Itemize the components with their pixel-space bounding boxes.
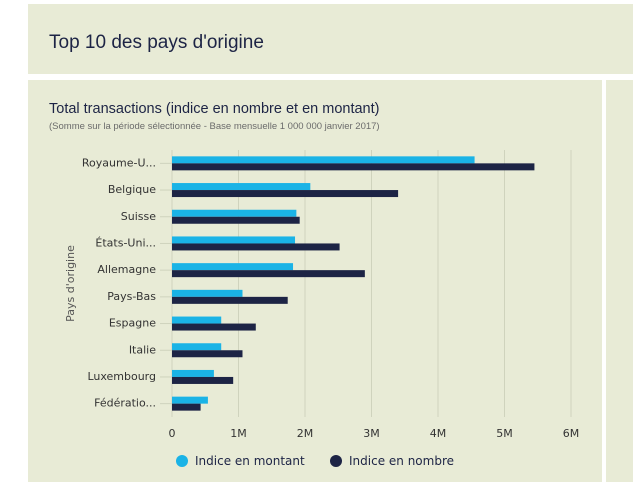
bar bbox=[172, 289, 243, 297]
category-label: Allemagne bbox=[97, 263, 156, 276]
legend-marker bbox=[330, 455, 342, 467]
bar bbox=[172, 263, 294, 271]
chart-panel: Total transactions (indice en nombre et … bbox=[28, 80, 602, 482]
category-label: Espagne bbox=[109, 317, 156, 330]
category-label: Royaume-U... bbox=[82, 156, 156, 169]
category-label: Fédératio... bbox=[94, 397, 156, 410]
bar bbox=[172, 270, 365, 278]
bar-chart: 0 1M 2M 3M 4M 5M 6M Royaume-U... Belgique Suisse É… bbox=[64, 150, 580, 468]
bar bbox=[172, 369, 214, 377]
page-title: Top 10 des pays d'origine bbox=[49, 32, 264, 53]
category-label: Suisse bbox=[121, 210, 156, 223]
category-label: Italie bbox=[129, 343, 156, 356]
bar bbox=[172, 190, 399, 198]
x-tick-label: 3M bbox=[363, 427, 380, 440]
side-panel bbox=[606, 80, 633, 482]
bar bbox=[172, 156, 475, 164]
bar bbox=[172, 323, 256, 331]
category-label: Belgique bbox=[108, 183, 156, 196]
bar bbox=[172, 403, 201, 411]
panel-divider bbox=[602, 80, 606, 482]
x-tick-label: 2M bbox=[297, 427, 314, 440]
bar bbox=[172, 236, 296, 244]
bar bbox=[172, 243, 340, 251]
x-tick-label: 6M bbox=[563, 427, 580, 440]
y-axis-title: Pays d'origine bbox=[64, 245, 77, 322]
category-label: Pays-Bas bbox=[107, 290, 156, 303]
bar bbox=[172, 316, 222, 324]
header-panel: Top 10 des pays d'origine bbox=[28, 4, 633, 74]
category-label: États-Uni... bbox=[95, 236, 156, 249]
bar bbox=[172, 163, 535, 171]
bar bbox=[172, 396, 208, 404]
bar bbox=[172, 216, 300, 224]
x-tick-label: 4M bbox=[430, 427, 447, 440]
legend-label: Indice en nombre bbox=[349, 454, 454, 468]
bar bbox=[172, 350, 243, 358]
x-tick-label: 5M bbox=[496, 427, 513, 440]
x-tick-label: 0 bbox=[169, 427, 176, 440]
x-tick-label: 1M bbox=[230, 427, 247, 440]
legend-marker bbox=[176, 455, 188, 467]
bar bbox=[172, 343, 222, 351]
legend-label: Indice en montant bbox=[195, 454, 305, 468]
chart-title: Total transactions (indice en nombre et … bbox=[49, 101, 380, 117]
chart-subtitle: (Somme sur la période sélectionnée - Bas… bbox=[49, 121, 380, 132]
bar bbox=[172, 209, 297, 217]
bar bbox=[172, 183, 311, 191]
bar bbox=[172, 376, 234, 384]
bar bbox=[172, 296, 288, 304]
category-label: Luxembourg bbox=[87, 370, 156, 383]
